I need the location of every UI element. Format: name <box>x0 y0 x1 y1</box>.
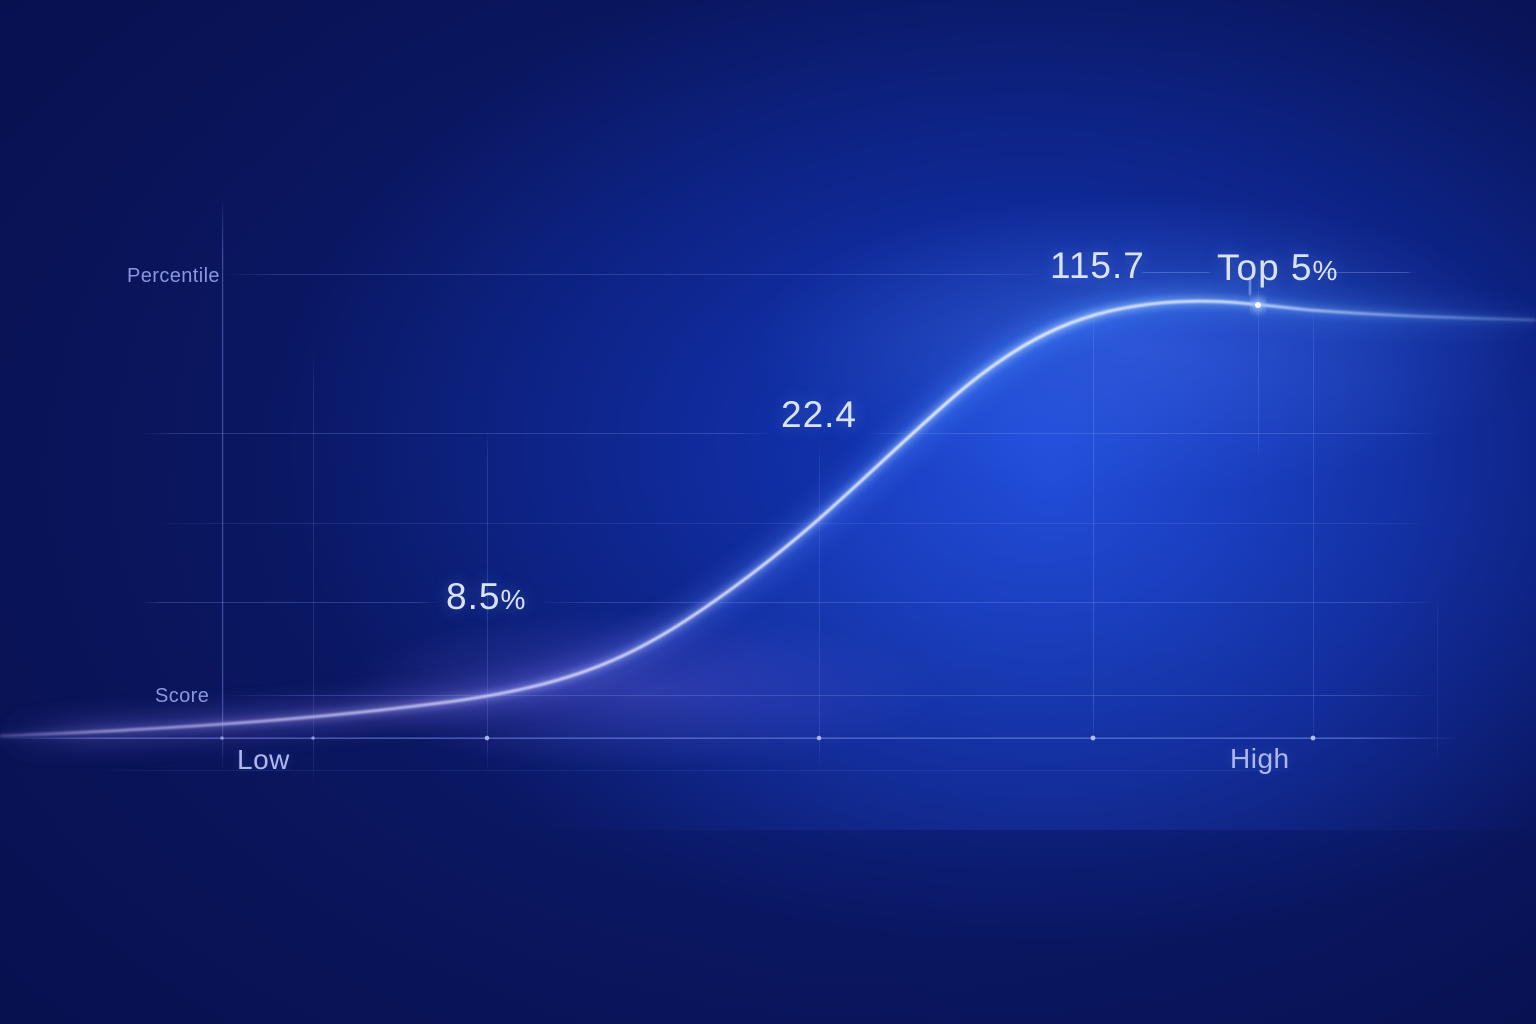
peak-tick <box>1249 277 1251 295</box>
score-curve <box>0 289 1536 748</box>
curve-highlight-dot <box>1255 302 1261 308</box>
annotation-115-7: 115.7 <box>1050 247 1145 284</box>
axis-intersection-dots <box>220 735 1316 741</box>
annotation-22-4: 22.4 <box>781 396 857 433</box>
y-axis-label: Percentile <box>127 265 220 287</box>
annotation-22-4-value: 22.4 <box>781 394 858 435</box>
annotation-8-5-pct-suffix: % <box>500 584 526 615</box>
x-tick-high: High <box>1230 743 1290 774</box>
x-tick-low: Low <box>237 744 290 775</box>
annotation-top-5-pct-suffix: % <box>1312 255 1338 286</box>
annotation-top-5-pct: Top 5% <box>1217 249 1337 286</box>
annotation-top-5-pct-value: Top 5 <box>1217 247 1313 288</box>
gridlines <box>0 196 1460 790</box>
annotation-8-5-pct-value: 8.5 <box>446 576 501 617</box>
annotation-115-7-value: 115.7 <box>1050 245 1145 286</box>
curve-core <box>0 299 1536 738</box>
annotation-8-5-pct: 8.5% <box>446 578 525 615</box>
x-axis-label: Score <box>155 685 210 707</box>
